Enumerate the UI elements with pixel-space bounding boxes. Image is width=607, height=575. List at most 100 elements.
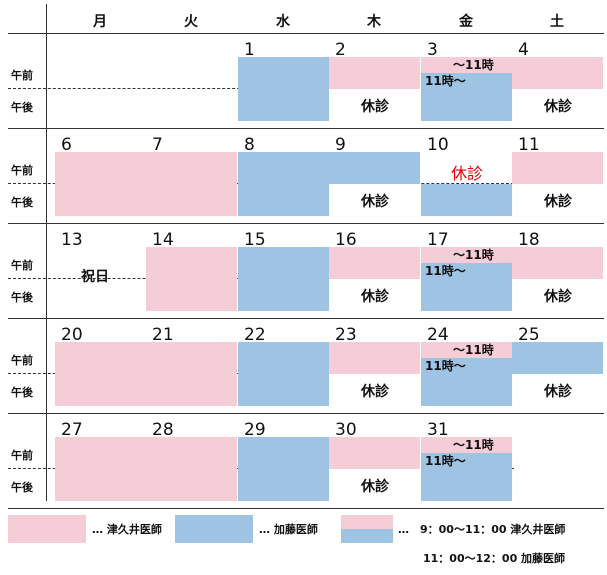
weekday-header: 火 — [184, 14, 198, 30]
day-number: 16 — [335, 230, 357, 250]
day-number: 27 — [61, 420, 83, 440]
grid-line-week — [8, 318, 604, 319]
grid-line-week — [8, 413, 604, 414]
day-number: 29 — [244, 420, 266, 440]
split-am-label: ～11時 — [453, 248, 494, 262]
closed-label: 休診 — [361, 99, 389, 115]
pm-label: 午後 — [11, 101, 33, 114]
tsukui-block — [421, 342, 512, 358]
day-number: 18 — [518, 230, 540, 250]
tsukui-block — [146, 437, 237, 501]
grid-line-week — [8, 508, 604, 509]
am-label: 午前 — [11, 164, 33, 177]
weekday-header: 水 — [276, 14, 290, 30]
tsukui-block — [329, 437, 420, 469]
day-number: 25 — [518, 325, 540, 345]
closed-label: 休診 — [361, 384, 389, 400]
tsukui-block — [421, 57, 512, 73]
legend-label-tsukui: … 津久井医師 — [92, 523, 162, 536]
grid-vertical-line — [46, 4, 47, 501]
split-am-label: ～11時 — [453, 58, 494, 72]
tsukui-block — [421, 247, 512, 263]
tsukui-block — [512, 152, 603, 184]
day-number: 6 — [61, 135, 72, 155]
tsukui-block — [146, 152, 237, 216]
day-number: 23 — [335, 325, 357, 345]
day-number: 20 — [61, 325, 83, 345]
tsukui-block — [512, 247, 603, 279]
kato-block — [421, 263, 512, 311]
day-number: 17 — [427, 230, 449, 250]
tsukui-block — [329, 247, 420, 279]
kato-block — [238, 342, 329, 406]
kato-block — [512, 342, 603, 374]
weekday-header: 月 — [93, 14, 107, 30]
pm-label: 午後 — [11, 481, 33, 494]
kato-block — [421, 453, 512, 501]
closed-label: 休診 — [361, 194, 389, 210]
tsukui-block — [55, 437, 146, 501]
day-number: 11 — [518, 135, 540, 155]
tsukui-block — [329, 342, 420, 374]
kato-block — [238, 437, 329, 501]
legend-label-split-line2: 11：00～12：00 加藤医師 — [423, 552, 566, 565]
split-pm-label: 11時～ — [425, 264, 466, 278]
pm-label: 午後 — [11, 291, 33, 304]
grid-line-header — [8, 33, 604, 34]
split-pm-label: 11時～ — [425, 74, 466, 88]
closed-label: 休診 — [361, 289, 389, 305]
day-number: 9 — [335, 135, 346, 155]
day-number: 31 — [427, 420, 449, 440]
closed-label: 休診 — [544, 194, 572, 210]
kato-block — [421, 358, 512, 406]
day-number: 7 — [152, 135, 163, 155]
am-label: 午前 — [11, 259, 33, 272]
kato-block — [329, 152, 420, 184]
weekday-header: 木 — [367, 14, 381, 30]
kato-block — [238, 57, 329, 121]
split-am-label: ～11時 — [453, 343, 494, 357]
grid-line-week — [8, 128, 604, 129]
closed-label: 休診 — [361, 479, 389, 495]
grid-line-week — [8, 223, 604, 224]
day-number: 21 — [152, 325, 174, 345]
day-number: 28 — [152, 420, 174, 440]
pm-label: 午後 — [11, 386, 33, 399]
legend-label-split-line1: … 9：00～11：00 津久井医師 — [398, 523, 566, 536]
legend-swatch-split-bottom — [341, 529, 393, 543]
weekday-header: 金 — [459, 14, 473, 30]
day-number: 14 — [152, 230, 174, 250]
kato-block — [238, 247, 329, 311]
day-number: 22 — [244, 325, 266, 345]
day-number: 2 — [335, 40, 346, 60]
tsukui-block — [512, 57, 603, 89]
day-number: 15 — [244, 230, 266, 250]
am-label: 午前 — [11, 69, 33, 82]
legend-swatch-split-top — [341, 515, 393, 529]
split-pm-label: 11時～ — [425, 454, 466, 468]
holiday-label: 祝日 — [81, 269, 109, 285]
tsukui-block — [421, 437, 512, 453]
weekday-header: 土 — [550, 14, 564, 30]
closed-label: 休診 — [450, 164, 483, 183]
kato-block — [238, 152, 329, 216]
legend-swatch-kato — [175, 515, 253, 543]
day-number: 24 — [427, 325, 449, 345]
pm-label: 午後 — [11, 196, 33, 209]
tsukui-block — [146, 342, 237, 406]
legend-swatch-tsukui — [8, 515, 86, 543]
tsukui-block — [329, 57, 420, 89]
tsukui-block — [146, 247, 237, 311]
kato-block — [421, 184, 512, 216]
closed-label: 休診 — [544, 384, 572, 400]
am-label: 午前 — [11, 449, 33, 462]
am-label: 午前 — [11, 354, 33, 367]
day-number: 3 — [427, 40, 438, 60]
day-number: 8 — [244, 135, 255, 155]
kato-block — [421, 73, 512, 121]
day-number: 4 — [518, 40, 529, 60]
split-pm-label: 11時～ — [425, 359, 466, 373]
split-am-label: ～11時 — [453, 438, 494, 452]
tsukui-block — [55, 342, 146, 406]
closed-label: 休診 — [544, 289, 572, 305]
